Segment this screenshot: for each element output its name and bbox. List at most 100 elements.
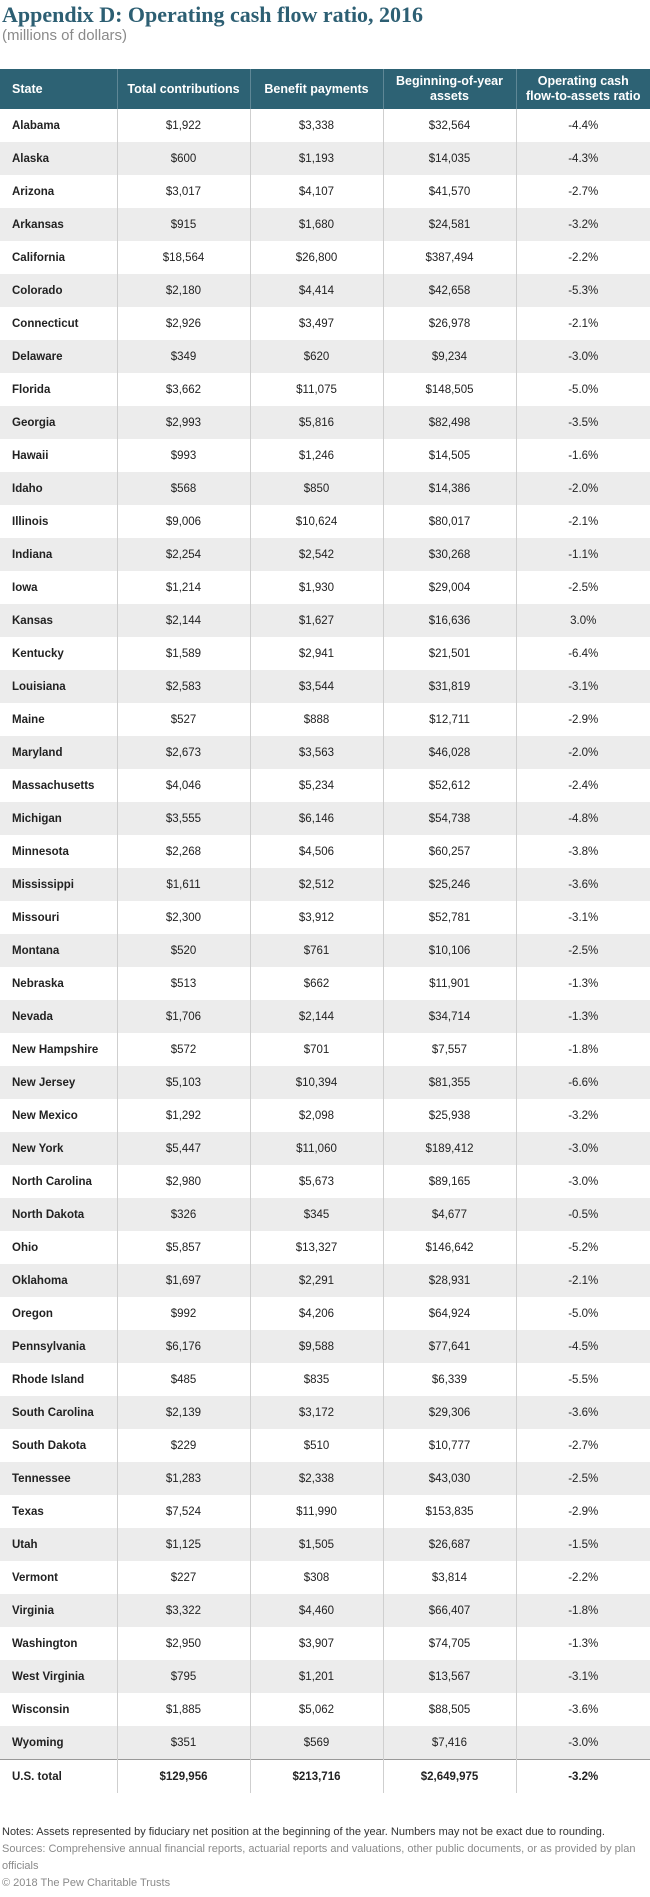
table-row: California $18,564 $26,800 $387,494 -2.2% xyxy=(0,241,650,274)
table-cell: $3,544 xyxy=(249,670,383,703)
table-cell: $2,144 xyxy=(249,1000,383,1033)
table-cell: Connecticut xyxy=(12,317,79,330)
table-cell: $568 xyxy=(116,472,250,505)
table-cell: -2.4% xyxy=(515,769,650,802)
table-cell: West Virginia xyxy=(0,1660,117,1693)
table-cell: $21,501 xyxy=(382,637,516,670)
table-cell: $12,711 xyxy=(382,703,516,736)
table-cell: $66,407 xyxy=(382,1594,516,1627)
table-cell: $3,338 xyxy=(249,109,383,142)
table-cell: $1,922 xyxy=(116,109,250,142)
table-row: Tennessee $1,283 $2,338 $43,030 -2.5% xyxy=(0,1462,650,1495)
data-table: State Total contributions Benefit payments… xyxy=(0,69,650,1793)
table-cell: $795 xyxy=(116,1660,250,1693)
table-cell: -2.0% xyxy=(515,472,650,505)
table-cell: -5.5% xyxy=(515,1363,650,1396)
table-row: Iowa $1,214 $1,930 $29,004 -2.5% xyxy=(0,571,650,604)
table-cell: $888 xyxy=(249,703,383,736)
table-cell: $24,581 xyxy=(382,208,516,241)
sources: Sources: Comprehensive annual financial … xyxy=(2,1843,636,1872)
table-cell: $146,642 xyxy=(382,1231,516,1264)
table-cell: -2.5% xyxy=(515,934,650,967)
table-cell: $1,505 xyxy=(249,1528,383,1561)
table-cell: $77,641 xyxy=(382,1330,516,1363)
table-cell: -3.0% xyxy=(515,1132,650,1165)
table-row: Colorado $2,180 $4,414 $42,658 -5.3% xyxy=(0,274,650,307)
table-cell: $520 xyxy=(116,934,250,967)
table-row: Vermont $227 $308 $3,814 -2.2% xyxy=(0,1561,650,1594)
table-cell: -1.6% xyxy=(515,439,650,472)
table-cell: $2,673 xyxy=(116,736,250,769)
table-cell: $1,680 xyxy=(249,208,383,241)
table-cell: $11,075 xyxy=(249,373,383,406)
table-cell: Nevada xyxy=(0,1000,117,1033)
table-cell: Tennessee xyxy=(0,1462,117,1495)
table-cell: $32,564 xyxy=(382,109,516,142)
table-cell: $3,907 xyxy=(249,1627,383,1660)
table-cell: -5.0% xyxy=(515,373,650,406)
table-cell: -2.2% xyxy=(515,241,650,274)
table-cell: $14,386 xyxy=(382,472,516,505)
table-row: Hawaii $993 $1,246 $14,505 -1.6% xyxy=(0,439,650,472)
table-cell: $25,938 xyxy=(382,1099,516,1132)
table-cell: Wyoming xyxy=(0,1726,117,1760)
table-cell: -1.3% xyxy=(515,1000,650,1033)
table-cell: Arizona xyxy=(12,185,55,198)
table-cell: $3,662 xyxy=(116,373,250,406)
table-cell: $761 xyxy=(249,934,383,967)
table-cell: $13,327 xyxy=(249,1231,383,1264)
table-cell: $1,193 xyxy=(249,142,383,175)
table-cell: $4,506 xyxy=(249,835,383,868)
table-cell: New York xyxy=(0,1132,117,1165)
table-cell: $7,416 xyxy=(382,1726,516,1760)
table-cell: -2.1% xyxy=(515,505,650,538)
table-cell: $16,636 xyxy=(382,604,516,637)
table-cell: $915 xyxy=(116,208,250,241)
table-cell: Mississippi xyxy=(0,868,117,901)
table-row: Kentucky $1,589 $2,941 $21,501 -6.4% xyxy=(0,637,650,670)
table-cell: -2.1% xyxy=(515,307,650,340)
table-cell: $1,214 xyxy=(116,571,250,604)
table-row: Massachusetts $4,046 $5,234 $52,612 -2.4% xyxy=(0,769,650,802)
table-cell: $1,246 xyxy=(249,439,383,472)
table-cell: $569 xyxy=(249,1726,383,1760)
table-cell: $10,624 xyxy=(249,505,383,538)
table-cell: $308 xyxy=(249,1561,383,1594)
table-cell: California xyxy=(12,251,66,264)
table-cell: $349 xyxy=(116,340,250,373)
table-cell: Washington xyxy=(12,1637,78,1650)
table-cell: -3.6% xyxy=(515,1396,650,1429)
table-cell: $42,658 xyxy=(382,274,516,307)
table-row: Nebraska $513 $662 $11,901 -1.3% xyxy=(0,967,650,1000)
table-cell: $2,144 xyxy=(116,604,250,637)
table-cell: $227 xyxy=(116,1561,250,1594)
table-cell: $31,819 xyxy=(382,670,516,703)
table-cell: -3.5% xyxy=(515,406,650,439)
table-row: Georgia $2,993 $5,816 $82,498 -3.5% xyxy=(0,406,650,439)
table-row: Mississippi $1,611 $2,512 $25,246 -3.6% xyxy=(0,868,650,901)
table-cell: $620 xyxy=(249,340,383,373)
table-cell: $2,583 xyxy=(116,670,250,703)
table-cell: $41,570 xyxy=(382,175,516,208)
table-cell: $46,028 xyxy=(382,736,516,769)
table-cell: Kansas xyxy=(0,604,117,637)
table-row: Utah $1,125 $1,505 $26,687 -1.5% xyxy=(0,1528,650,1561)
table-cell: $3,322 xyxy=(116,1594,250,1627)
table-row: Alaska $600 $1,193 $14,035 -4.3% xyxy=(0,142,650,175)
table-row: West Virginia $795 $1,201 $13,567 -3.1% xyxy=(0,1660,650,1693)
table-cell: $26,800 xyxy=(249,241,383,274)
table-cell: $345 xyxy=(249,1198,383,1231)
table-cell: $5,234 xyxy=(249,769,383,802)
note: Notes: Assets represented by fiduciary n… xyxy=(2,1826,605,1838)
column-header: Total contributions xyxy=(116,69,250,109)
table-cell: 3.0% xyxy=(515,604,650,637)
column-header: Operating cash flow-to-assets ratio xyxy=(515,69,650,109)
table-cell: $3,563 xyxy=(249,736,383,769)
table-cell: $10,777 xyxy=(382,1429,516,1462)
table-cell: $2,993 xyxy=(116,406,250,439)
table-cell: -1.3% xyxy=(515,967,650,1000)
table-row: New Hampshire $572 $701 $7,557 -1.8% xyxy=(0,1033,650,1066)
table-row: Alabama $1,922 $3,338 $32,564 -4.4% xyxy=(0,109,650,142)
title: Appendix D: Operating cash flow ratio, 2… xyxy=(2,2,424,27)
